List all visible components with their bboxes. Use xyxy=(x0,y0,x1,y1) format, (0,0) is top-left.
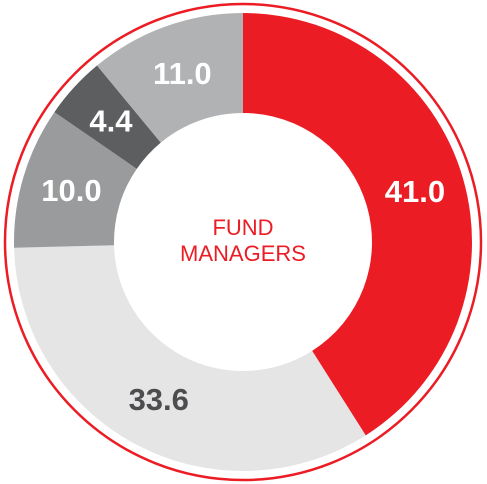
donut-segment xyxy=(14,112,137,248)
value-label: 4.4 xyxy=(89,103,133,138)
ring-layer xyxy=(3,2,483,482)
value-label: 41.0 xyxy=(385,174,445,209)
outer-ring xyxy=(3,2,483,482)
donut-segment xyxy=(54,65,161,169)
value-label: 33.6 xyxy=(129,382,189,417)
donut-segment xyxy=(97,13,243,143)
donut-segment xyxy=(243,13,473,436)
center-label: MANAGERS xyxy=(180,241,306,266)
donut-segment xyxy=(14,245,366,471)
segments xyxy=(14,13,473,471)
value-label: 11.0 xyxy=(153,56,212,91)
center-label: FUND xyxy=(212,215,273,240)
value-label: 10.0 xyxy=(41,173,101,208)
